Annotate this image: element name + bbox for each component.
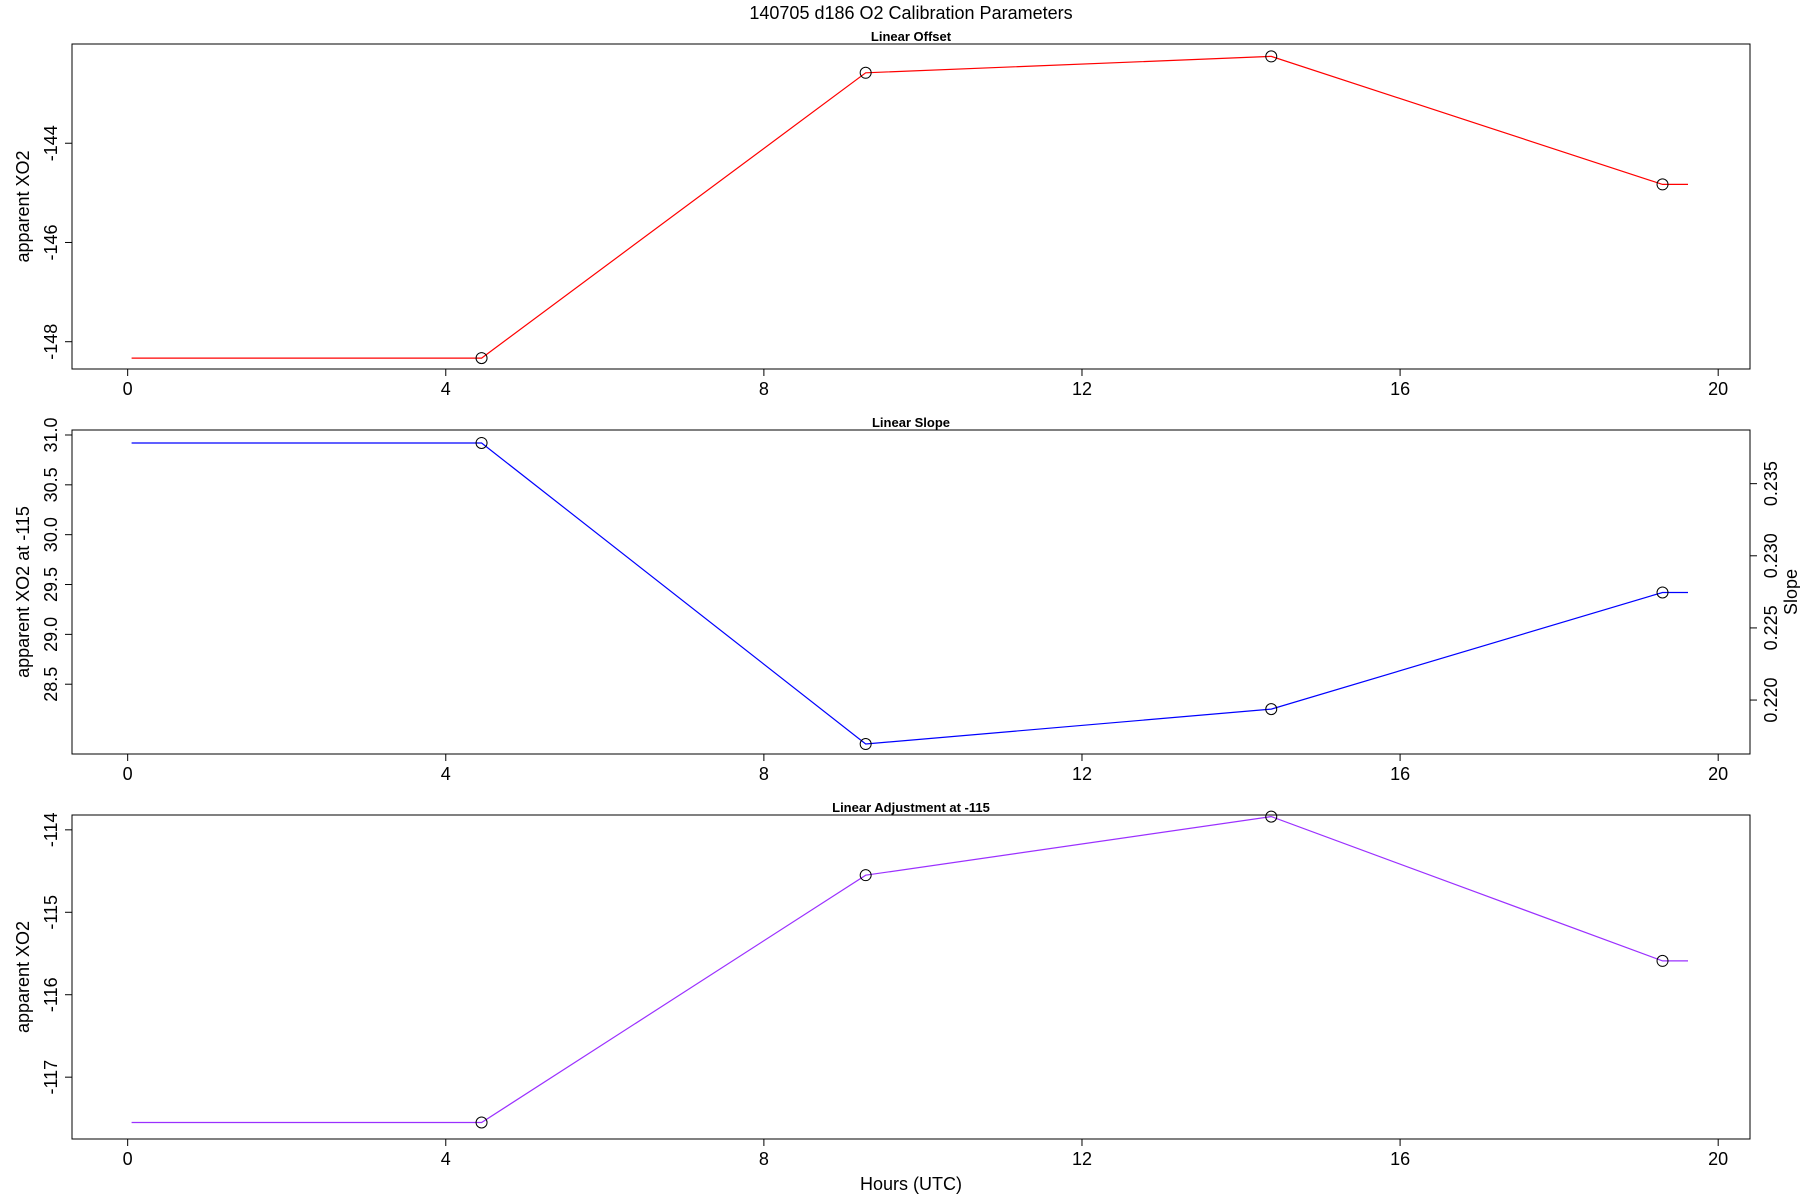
x-tick-label: 16	[1390, 764, 1410, 784]
x-tick-label: 20	[1708, 1149, 1728, 1169]
y-tick-label: -146	[41, 224, 61, 260]
y-tick-label: -117	[41, 1060, 61, 1095]
series-line	[131, 55, 1688, 359]
x-tick-label: 0	[123, 1149, 133, 1169]
linear-adjustment-panel: Linear Adjustment at -115 0 4 8 12 16 20 -117 -1…	[13, 800, 1751, 1169]
data-point	[475, 352, 488, 365]
y-tick-label: -116	[41, 977, 61, 1012]
x-tick-label: 16	[1390, 379, 1410, 399]
series-line	[131, 442, 1688, 745]
right-y-tick-label: 0.235	[1761, 461, 1781, 506]
panel-title: Linear Slope	[872, 415, 950, 430]
x-tick-label: 12	[1072, 379, 1092, 399]
x-tick-label: 16	[1390, 1149, 1410, 1169]
x-axis-label: Hours (UTC)	[860, 1174, 962, 1194]
data-point	[1656, 586, 1669, 599]
y-tick-label: 31.0	[41, 417, 61, 452]
y-axis-label: apparent XO2	[13, 150, 33, 262]
y-tick-label: -115	[41, 895, 61, 930]
panel-title: Linear Adjustment at -115	[832, 800, 990, 815]
x-tick-label: 8	[759, 379, 769, 399]
right-y-axis-label: Slope	[1781, 569, 1800, 615]
data-point	[475, 436, 488, 449]
data-point	[1265, 50, 1278, 63]
linear-offset-panel: Linear Offset 0 4 8 12 16 20 -148 -146 -144 appare…	[13, 29, 1751, 399]
x-tick-label: 8	[759, 1149, 769, 1169]
right-y-tick-label: 0.225	[1761, 605, 1781, 650]
y-axis-label: apparent XO2 at -115	[13, 506, 33, 678]
series-line	[131, 815, 1688, 1124]
x-tick-label: 4	[441, 379, 451, 399]
data-point	[1265, 810, 1278, 823]
x-tick-label: 12	[1072, 764, 1092, 784]
right-y-tick-label: 0.220	[1761, 678, 1781, 723]
x-tick-label: 4	[441, 1149, 451, 1169]
y-tick-label: 29.0	[41, 617, 61, 652]
plot-frame	[71, 814, 1751, 1140]
linear-slope-panel: Linear Slope 0 4 8 12 16 20 28.5 29.0 29.5 30.0 30.…	[13, 415, 1800, 784]
x-tick-label: 20	[1708, 764, 1728, 784]
x-tick-label: 12	[1072, 1149, 1092, 1169]
data-point	[859, 869, 872, 882]
data-point	[859, 738, 872, 751]
plot-frame	[71, 429, 1751, 755]
x-tick-label: 0	[123, 379, 133, 399]
plot-frame	[71, 43, 1751, 370]
x-tick-label: 20	[1708, 379, 1728, 399]
x-tick-label: 8	[759, 764, 769, 784]
right-y-tick-label: 0.230	[1761, 533, 1781, 578]
y-tick-label: 28.5	[41, 667, 61, 702]
panel-title: Linear Offset	[871, 29, 952, 44]
figure-title: 140705 d186 O2 Calibration Parameters	[749, 3, 1072, 23]
data-point	[475, 1116, 488, 1129]
data-point	[1265, 703, 1278, 716]
y-tick-label: -148	[41, 324, 61, 360]
data-point	[1656, 954, 1669, 967]
data-point	[859, 66, 872, 79]
y-tick-label: 30.0	[41, 517, 61, 552]
data-point	[1656, 178, 1669, 191]
y-tick-label: -114	[41, 812, 61, 847]
x-tick-label: 0	[123, 764, 133, 784]
x-tick-label: 4	[441, 764, 451, 784]
y-tick-label: 29.5	[41, 567, 61, 602]
y-axis-label: apparent XO2	[13, 921, 33, 1033]
y-tick-label: 30.5	[41, 467, 61, 502]
y-tick-label: -144	[41, 125, 61, 161]
